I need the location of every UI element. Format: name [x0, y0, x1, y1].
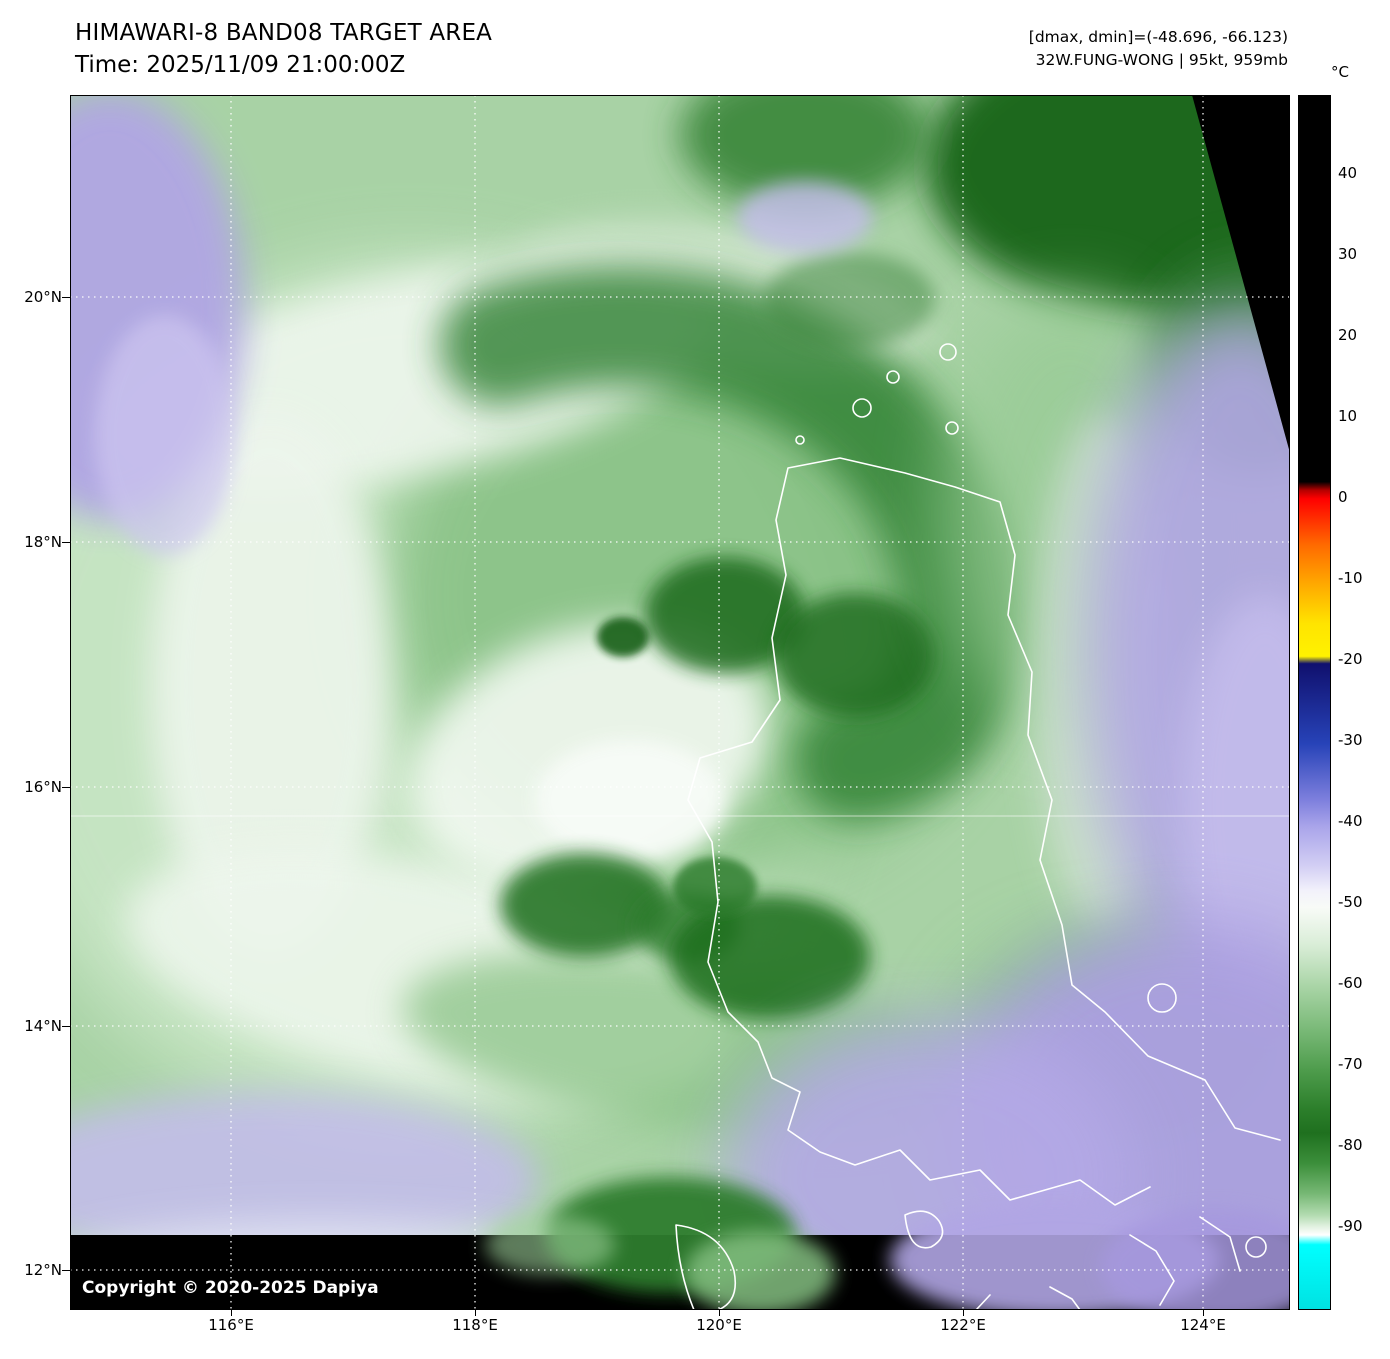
axis-tick	[963, 1310, 964, 1316]
colorbar-tick-label: 30	[1338, 245, 1358, 263]
copyright-label: Copyright © 2020-2025 Dapiya	[82, 1278, 379, 1298]
lon-label-124e: 124°E	[1180, 1316, 1226, 1334]
satellite-map: Copyright © 2020-2025 Dapiya	[70, 95, 1290, 1310]
bottom-imagery	[485, 1177, 1290, 1310]
colorbar-tick-label: -80	[1338, 1136, 1363, 1154]
lat-label-16n: 16°N	[24, 778, 62, 796]
lat-label-12n: 12°N	[24, 1261, 62, 1279]
axis-tick	[62, 787, 70, 788]
colorbar-tick-label: -60	[1338, 974, 1363, 992]
axis-tick	[62, 1270, 70, 1271]
coastlines	[675, 343, 1281, 1310]
colorbar-tick-label: -40	[1338, 812, 1363, 830]
lon-label-116e: 116°E	[208, 1316, 254, 1334]
axis-tick	[62, 542, 70, 543]
storm-info-label: 32W.FUNG-WONG | 95kt, 959mb	[1035, 51, 1288, 69]
axis-tick	[719, 1310, 720, 1316]
lon-label-118e: 118°E	[452, 1316, 498, 1334]
colorbar-tick-label: -70	[1338, 1055, 1363, 1073]
time-label: Time: 2025/11/09 21:00:00Z	[75, 52, 406, 78]
colorbar-tick-label: -50	[1338, 893, 1363, 911]
colorbar-unit-label: °C	[1331, 63, 1349, 81]
colorbar-tick-label: 40	[1338, 164, 1358, 182]
lat-label-18n: 18°N	[24, 533, 62, 551]
colorbar	[1298, 95, 1331, 1310]
colorbar-tick-label: -90	[1338, 1217, 1363, 1235]
axis-tick	[62, 297, 70, 298]
axis-tick	[62, 1026, 70, 1027]
nodata-wedge	[1192, 95, 1290, 453]
colorbar-tick-label: -10	[1338, 569, 1363, 587]
axis-tick	[1203, 1310, 1204, 1316]
page-title: HIMAWARI-8 BAND08 TARGET AREA	[75, 20, 493, 46]
lat-label-20n: 20°N	[24, 288, 62, 306]
axis-tick	[475, 1310, 476, 1316]
lon-label-122e: 122°E	[940, 1316, 986, 1334]
grid-lines	[70, 95, 1290, 1310]
dmax-dmin-label: [dmax, dmin]=(-48.696, -66.123)	[1028, 28, 1288, 46]
colorbar-tick-label: 10	[1338, 407, 1358, 425]
axis-tick	[231, 1310, 232, 1316]
colorbar-tick-label: -30	[1338, 731, 1363, 749]
colorbar-tick-label: 20	[1338, 326, 1358, 344]
lon-label-120e: 120°E	[696, 1316, 742, 1334]
colorbar-tick-label: 0	[1338, 488, 1348, 506]
cloud-layer	[70, 95, 1290, 1310]
satellite-image	[70, 95, 1290, 1310]
lat-label-14n: 14°N	[24, 1017, 62, 1035]
colorbar-tick-label: -20	[1338, 650, 1363, 668]
map-border	[70, 95, 1290, 1310]
